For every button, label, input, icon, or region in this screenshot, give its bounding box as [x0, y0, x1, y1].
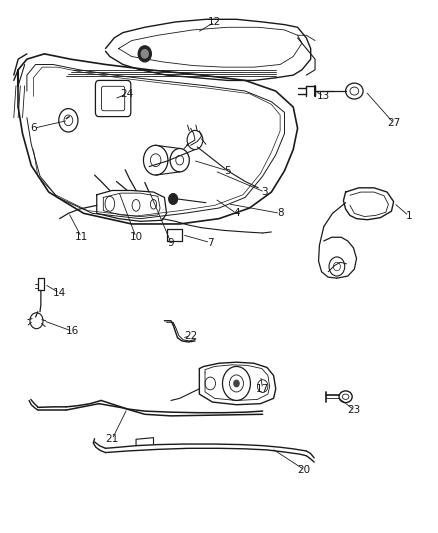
Text: 11: 11: [75, 232, 88, 243]
Text: 14: 14: [53, 288, 66, 298]
Text: 27: 27: [387, 118, 400, 128]
Text: 16: 16: [66, 326, 79, 336]
Text: 12: 12: [208, 17, 221, 27]
Text: 17: 17: [256, 384, 269, 394]
Text: 20: 20: [297, 465, 311, 474]
Circle shape: [169, 193, 177, 204]
Text: 7: 7: [207, 238, 214, 247]
Circle shape: [141, 50, 148, 58]
Text: 4: 4: [233, 208, 240, 219]
Text: 23: 23: [348, 405, 361, 415]
Text: 21: 21: [106, 434, 119, 445]
Text: 5: 5: [224, 166, 231, 176]
Text: 10: 10: [130, 232, 143, 243]
Text: 1: 1: [406, 211, 412, 221]
Text: 24: 24: [121, 88, 134, 99]
Circle shape: [234, 380, 239, 386]
Text: 6: 6: [30, 123, 37, 133]
Circle shape: [138, 46, 151, 62]
Text: 8: 8: [277, 208, 283, 219]
Text: 3: 3: [261, 187, 268, 197]
Text: 13: 13: [317, 91, 330, 101]
Text: 22: 22: [184, 330, 197, 341]
Text: 9: 9: [168, 238, 174, 247]
